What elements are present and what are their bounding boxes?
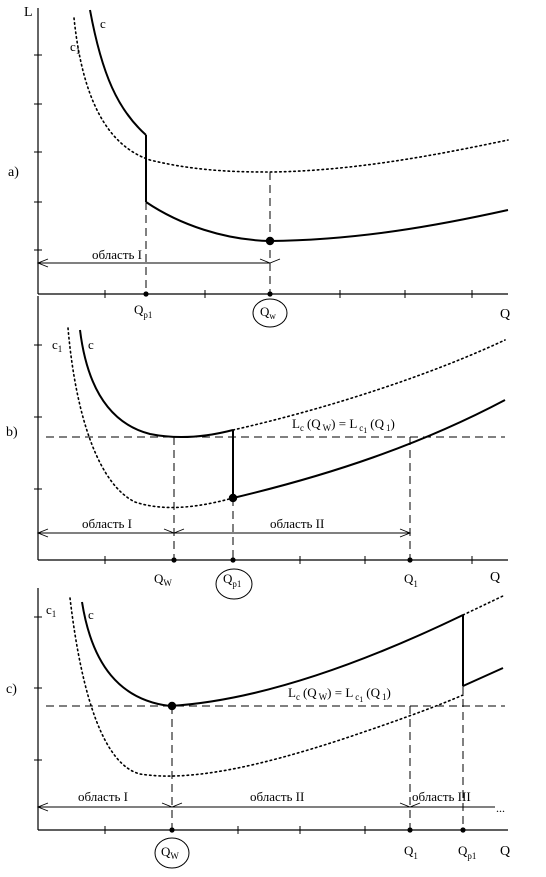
- qp-point-c: [460, 827, 466, 833]
- curve-c1-a: [73, 17, 509, 173]
- x-axis-label-a: Q: [500, 307, 510, 322]
- curve-c1-b-lower: [67, 327, 234, 509]
- arrowhead: [36, 258, 49, 268]
- curve-c-upper-b: [79, 329, 234, 438]
- arrowhead: [399, 802, 421, 808]
- q-1-label-b: Q1: [404, 571, 418, 589]
- panel-label-a: a): [8, 165, 19, 180]
- q-w-label-a: Qw: [260, 304, 276, 321]
- x-axis-label-b: Q: [490, 570, 500, 585]
- q-1-label-c: Q1: [404, 843, 418, 861]
- x-axis-label-c: Q: [500, 844, 510, 859]
- arrowhead: [399, 528, 412, 538]
- qw-circle-c: [154, 837, 190, 869]
- q1-point-c: [407, 827, 413, 833]
- y-axis-label: L: [24, 5, 33, 20]
- q-w-label-b: QW: [154, 571, 172, 588]
- curve-c-upper-c: [81, 601, 464, 708]
- curve-c1-c-lower: [69, 597, 464, 777]
- curve-label-c-b: c: [88, 337, 94, 352]
- curve-label-c-a: c: [100, 16, 106, 31]
- qp-point-b: [230, 557, 236, 563]
- qw-point-b: [171, 557, 177, 563]
- q-w-label-c: QW: [161, 844, 179, 861]
- curve-c-lower-a: [145, 201, 509, 243]
- minimum-point-c: [167, 701, 177, 711]
- region-label-a1: область I: [92, 247, 142, 262]
- q-p1-label-b: Qp1: [223, 571, 241, 589]
- q-p1-label-a: Qp1: [134, 302, 152, 320]
- curve-c-upper-a: [89, 9, 147, 136]
- region-label-c3: область III: [412, 789, 471, 804]
- minimum-point-a: [265, 236, 275, 246]
- qw-circle-a: [252, 298, 288, 328]
- curve-c-lower-b: [232, 399, 506, 499]
- qp-point-a: [143, 291, 149, 297]
- region-label-b1: область I: [82, 516, 132, 531]
- q1-point-b: [407, 557, 413, 563]
- qw-point-a: [267, 291, 273, 297]
- arrowhead: [36, 802, 49, 812]
- region-ellipsis-c: ...: [496, 801, 505, 815]
- panel-label-c: c): [6, 682, 17, 697]
- region-label-b2: область II: [270, 516, 324, 531]
- region-label-c2: область II: [250, 789, 304, 804]
- curve-c1-b-upper: [232, 339, 506, 431]
- region-label-c1: область I: [78, 789, 128, 804]
- jump-point-b: [228, 493, 238, 503]
- curve-c1-c-upper: [462, 594, 506, 616]
- arrowhead: [36, 528, 49, 538]
- panel-label-b: b): [6, 425, 18, 440]
- panel-a: L a) c c1 область I Qp1 Qw Q: [8, 5, 510, 328]
- curve-label-c1-a: c1: [70, 39, 80, 56]
- curve-label-c-c: c: [88, 607, 94, 622]
- arrowhead: [259, 258, 281, 264]
- curve-label-c1-b: c1: [52, 337, 62, 354]
- qp-circle-b: [215, 568, 253, 600]
- curve-label-c1-c: c1: [46, 602, 56, 619]
- qw-point-c: [169, 827, 175, 833]
- curve-c-lower-c: [462, 667, 504, 687]
- arrowhead: [161, 802, 183, 808]
- q-p1-label-c: Qp1: [458, 843, 476, 861]
- arrowhead: [163, 528, 185, 534]
